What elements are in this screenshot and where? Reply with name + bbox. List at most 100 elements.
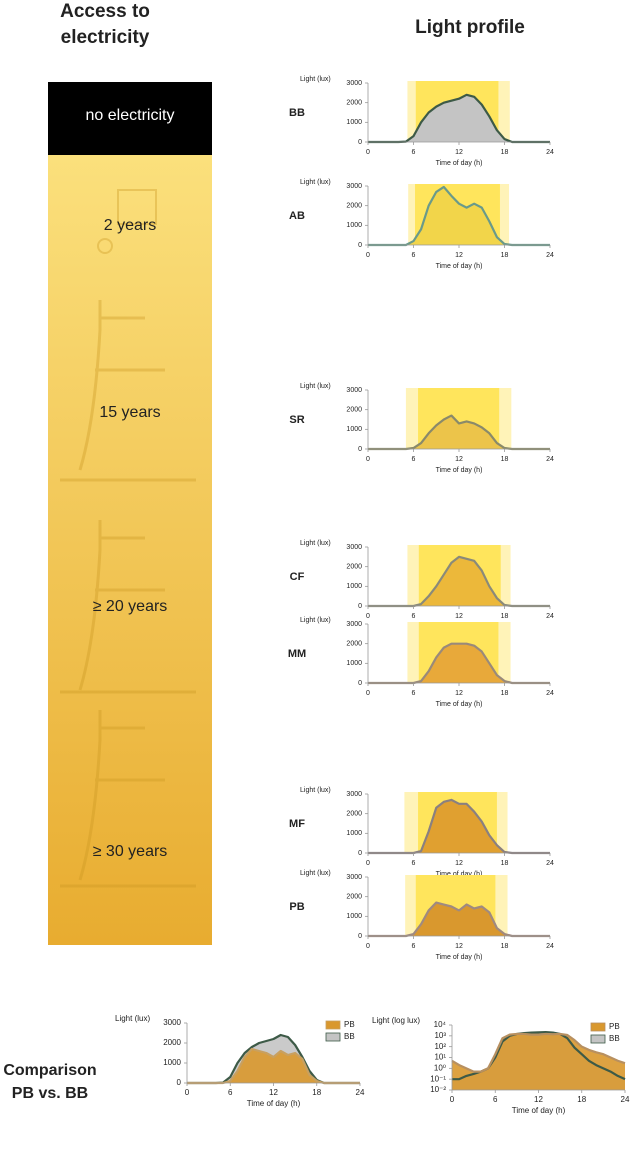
y-tick-label: 10²	[434, 1042, 446, 1051]
legend-swatch	[325, 1032, 341, 1042]
x-tick-label: 6	[412, 943, 416, 950]
y-tick-label: 3000	[346, 387, 362, 394]
x-tick-label: 0	[366, 690, 370, 697]
y-tick-label: 1000	[346, 830, 362, 837]
y-tick-label: 0	[177, 1078, 182, 1087]
y-tick-label: 2000	[346, 100, 362, 107]
x-axis-label: Time of day (h)	[436, 871, 483, 878]
area-fill	[368, 556, 550, 606]
y-axis-label: Light (lux)	[300, 383, 331, 390]
profile-title: Light profile	[415, 17, 525, 38]
x-tick-label: 6	[412, 252, 416, 259]
legend-swatch	[325, 1020, 341, 1030]
chart-label: MM	[288, 648, 306, 660]
x-tick-label: 18	[501, 860, 509, 867]
legend-label: PB	[344, 1020, 355, 1029]
legend-label: BB	[344, 1032, 355, 1041]
y-tick-label: 3000	[163, 1018, 181, 1027]
x-tick-label: 24	[546, 456, 554, 463]
x-tick-label: 0	[366, 456, 370, 463]
x-tick-label: 12	[534, 1095, 543, 1104]
pylon-sketches	[60, 189, 196, 888]
x-tick-label: 12	[455, 613, 463, 620]
x-tick-label: 12	[269, 1088, 278, 1097]
x-tick-label: 12	[455, 690, 463, 697]
chart-label: PB	[289, 901, 304, 913]
area-fill	[368, 94, 550, 142]
area-fill	[187, 1049, 360, 1083]
chart-label: BB	[289, 107, 305, 119]
area-fill	[368, 643, 550, 683]
x-tick-label: 6	[493, 1095, 498, 1104]
y-tick-label: 3000	[346, 621, 362, 628]
y-tick-label: 10⁴	[434, 1020, 447, 1029]
x-tick-label: 18	[577, 1095, 586, 1104]
y-tick-label: 2000	[346, 641, 362, 648]
y-tick-label: 1000	[346, 583, 362, 590]
y-tick-label: 10⁰	[434, 1063, 446, 1072]
x-tick-label: 6	[412, 456, 416, 463]
x-axis-label: Time of day (h)	[436, 160, 483, 167]
access-title: Access to	[60, 1, 150, 22]
access-level: ≥ 30 years	[93, 843, 168, 860]
x-tick-label: 0	[185, 1088, 190, 1097]
x-axis-label: Time of day (h)	[436, 954, 483, 961]
access-level: no electricity	[86, 107, 175, 124]
legend-swatch	[590, 1022, 606, 1032]
x-tick-label: 18	[501, 943, 509, 950]
chart-label: SR	[289, 414, 304, 426]
y-tick-label: 3000	[346, 544, 362, 551]
comparison-title: Comparison	[3, 1062, 96, 1079]
y-tick-label: 0	[358, 139, 362, 146]
x-tick-label: 24	[546, 149, 554, 156]
y-axis-label: Light (lux)	[115, 1014, 150, 1023]
x-tick-label: 12	[455, 252, 463, 259]
y-tick-label: 0	[358, 242, 362, 249]
area-fill	[368, 415, 550, 449]
legend-swatch	[590, 1034, 606, 1044]
y-axis-label: Light (lux)	[300, 179, 331, 186]
y-tick-label: 1000	[346, 913, 362, 920]
chart-label: MF	[289, 818, 305, 830]
y-axis-label: Light (log lux)	[372, 1016, 420, 1025]
y-tick-label: 1000	[346, 119, 362, 126]
y-axis-label: Light (lux)	[300, 617, 331, 624]
x-tick-label: 0	[366, 149, 370, 156]
y-tick-label: 0	[358, 850, 362, 857]
x-tick-label: 6	[412, 149, 416, 156]
x-tick-label: 24	[546, 943, 554, 950]
x-tick-label: 6	[228, 1088, 233, 1097]
x-tick-label: 24	[621, 1095, 630, 1104]
x-tick-label: 12	[455, 860, 463, 867]
legend-label: BB	[609, 1034, 620, 1043]
x-tick-label: 0	[450, 1095, 455, 1104]
access-level: 2 years	[104, 217, 156, 234]
x-tick-label: 12	[455, 943, 463, 950]
x-tick-label: 24	[356, 1088, 365, 1097]
comparison-title: PB vs. BB	[12, 1085, 88, 1102]
x-tick-label: 18	[501, 252, 509, 259]
x-tick-label: 18	[501, 613, 509, 620]
y-axis-label: Light (lux)	[300, 540, 331, 547]
line	[451, 1032, 626, 1073]
access-level: ≥ 20 years	[93, 598, 168, 615]
x-axis-label: Time of day (h)	[436, 263, 483, 270]
y-tick-label: 1000	[346, 426, 362, 433]
x-axis-label: Time of day (h)	[436, 701, 483, 708]
y-tick-label: 1000	[346, 222, 362, 229]
y-tick-label: 10¹	[434, 1053, 446, 1062]
area-fill	[368, 799, 550, 853]
x-tick-label: 0	[366, 252, 370, 259]
y-tick-label: 2000	[346, 894, 362, 901]
y-tick-label: 2000	[346, 407, 362, 414]
y-tick-label: 2000	[346, 203, 362, 210]
x-tick-label: 0	[366, 613, 370, 620]
area-fill	[368, 186, 550, 245]
y-tick-label: 0	[358, 446, 362, 453]
chart-label: AB	[289, 210, 305, 222]
x-tick-label: 12	[455, 456, 463, 463]
area-fill	[368, 902, 550, 936]
x-axis-label: Time of day (h)	[247, 1099, 301, 1108]
y-tick-label: 0	[358, 603, 362, 610]
